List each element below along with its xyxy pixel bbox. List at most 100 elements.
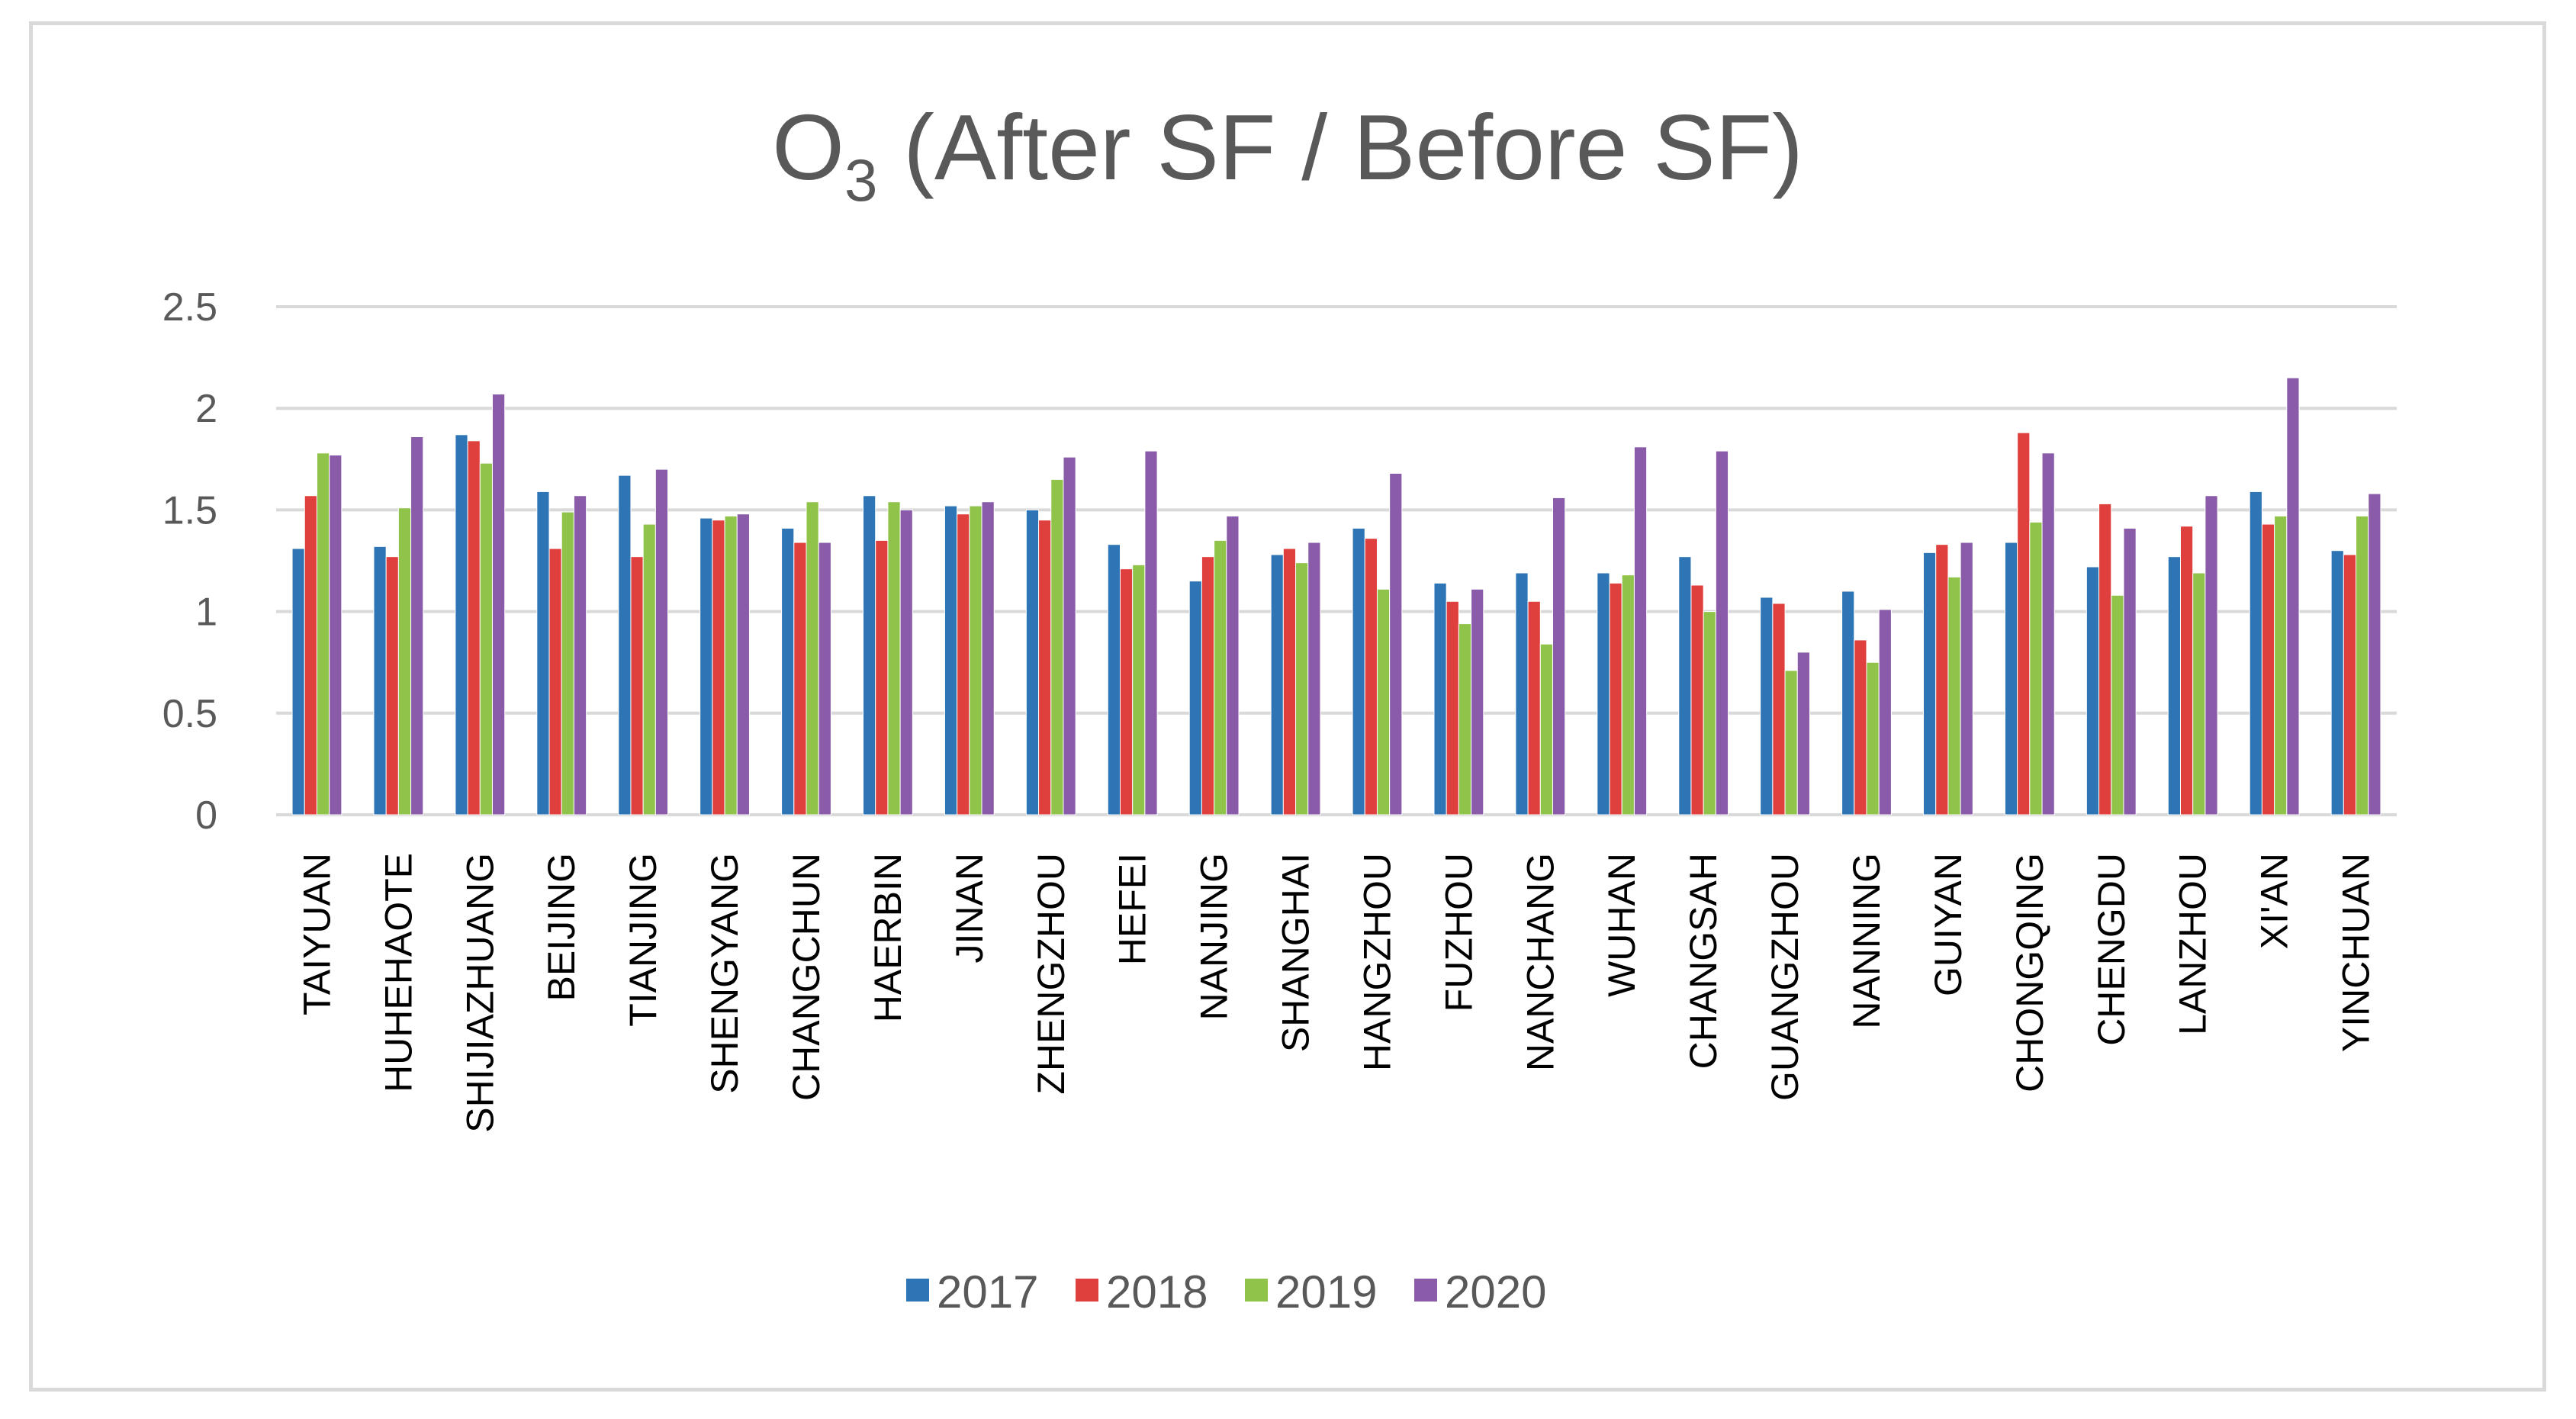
legend-label-2017: 2017 — [937, 1266, 1038, 1318]
x-category-label: XI'AN — [2253, 853, 2296, 949]
bar-2018-chongqing — [2017, 432, 2031, 816]
x-category-label: LANZHOU — [2172, 853, 2214, 1035]
x-axis-categories: TAIYUAN HUHEHAOTE SHIJIAZHUANG BEIJING TIANJ… — [295, 853, 2377, 1133]
bar-2018-shijiazhuang — [467, 440, 481, 816]
legend-label-2018: 2018 — [1106, 1266, 1208, 1318]
bar-2020-nanjing — [1226, 515, 1240, 816]
bar-2017-shijiazhuang — [455, 434, 468, 816]
bar-2017-jinan — [944, 505, 958, 816]
bar-2018-huhehaote — [385, 556, 399, 816]
legend-swatch-2018 — [1076, 1279, 1098, 1302]
bar-2019-shanghai — [1295, 562, 1309, 816]
bar-2017-chengdu — [2086, 566, 2100, 816]
bar-2017-fuzhou — [1433, 582, 1447, 816]
bar-2019-nanjing — [1214, 539, 1227, 816]
x-category-label: SHENGYANG — [703, 853, 746, 1094]
bar-2018-taiyuan — [304, 495, 317, 816]
bar-2020-lanzhou — [2205, 495, 2218, 816]
bar-2020-chongqing — [2041, 452, 2055, 816]
x-category-label: TIANJING — [622, 853, 664, 1027]
bar-2017-zhengzhou — [1025, 509, 1040, 816]
x-category-label: GUANGZHOU — [1764, 853, 1806, 1101]
bar-2019-haerbin — [887, 501, 901, 816]
bar-2019-chengdu — [2111, 594, 2124, 816]
bar-2018-hefei — [1119, 568, 1134, 816]
x-category-label: NANJING — [1193, 853, 1236, 1020]
x-category-label: YINCHUAN — [2335, 853, 2378, 1052]
bar-2020-fuzhou — [1471, 588, 1484, 816]
bar-2020-changsah — [1715, 450, 1729, 816]
bar-2017-guiyan — [1923, 552, 1937, 816]
bar-2017-changchun — [781, 527, 795, 816]
bar-2017-taiyuan — [291, 548, 305, 816]
bar-2017-lanzhou — [2167, 556, 2181, 816]
bar-2018-guiyan — [1935, 544, 1949, 816]
bar-2018-guangzhou — [1772, 603, 1786, 816]
bar-2019-zhengzhou — [1050, 478, 1064, 816]
x-category-label: HAERBIN — [867, 853, 909, 1022]
bar-2018-beijing — [548, 548, 562, 816]
bar-2019-nanchang — [1539, 643, 1554, 816]
bar-2020-huhehaote — [410, 436, 424, 816]
bar-2020-hefei — [1144, 450, 1158, 816]
bar-2018-lanzhou — [2179, 526, 2194, 816]
bar-2018-shanghai — [1282, 548, 1297, 816]
bar-2017-hangzhou — [1352, 527, 1365, 816]
chart-title-main: O — [772, 95, 844, 199]
x-category-label: JINAN — [948, 853, 991, 963]
x-category-label: GUIYAN — [1927, 853, 1970, 996]
x-category-label: FUZHOU — [1437, 853, 1480, 1012]
bar-2018-nanchang — [1527, 600, 1541, 816]
bar-2017-shengyang — [699, 517, 713, 816]
bar-2019-beijing — [561, 511, 574, 816]
bar-2018-nanning — [1854, 639, 1867, 816]
bar-2017-changsah — [1678, 556, 1692, 816]
y-tick-label: 2 — [195, 387, 217, 431]
bar-2019-taiyuan — [316, 452, 330, 816]
bar-2019-shijiazhuang — [479, 462, 494, 816]
x-category-label: TAIYUAN — [295, 853, 338, 1015]
y-axis-ticks: 0 0.5 1 1.5 2 2.5 — [162, 285, 217, 838]
x-category-label: CHONGQING — [2008, 853, 2051, 1092]
bar-2017-haerbin — [863, 495, 876, 816]
bar-2018-zhengzhou — [1038, 520, 1052, 816]
bar-2020-nanning — [1878, 609, 1892, 816]
bar-2019-huhehaote — [397, 507, 412, 816]
y-tick-label: 0 — [195, 793, 217, 838]
bar-2020-wuhan — [1633, 446, 1648, 816]
y-tick-label: 0.5 — [162, 692, 217, 736]
bar-2019-guangzhou — [1784, 670, 1798, 816]
bar-2019-fuzhou — [1458, 623, 1472, 816]
bar-2020-taiyuan — [329, 454, 343, 816]
bar-2018-tianjing — [630, 556, 644, 816]
x-category-label: ZHENGZHOU — [1030, 853, 1073, 1095]
x-category-label: CHENGDU — [2090, 853, 2133, 1046]
legend-label-2019: 2019 — [1275, 1266, 1377, 1318]
bar-2020-shanghai — [1307, 542, 1321, 816]
x-category-label: SHANGHAI — [1275, 853, 1317, 1052]
bar-2017-shanghai — [1270, 554, 1284, 816]
bar-2020-xi-an — [2286, 377, 2300, 816]
chart-title-subscript: 3 — [844, 146, 877, 214]
bar-2018-jinan — [957, 513, 970, 816]
bar-2020-haerbin — [899, 509, 913, 816]
bar-2017-wuhan — [1597, 572, 1610, 816]
bar-2019-guiyan — [1947, 576, 1961, 816]
bar-2019-wuhan — [1621, 574, 1635, 816]
bar-2019-lanzhou — [2192, 572, 2206, 816]
bar-2020-yinchuan — [2368, 493, 2381, 816]
bar-2018-nanjing — [1201, 556, 1215, 816]
bar-2020-nanchang — [1552, 497, 1566, 816]
bar-2017-chongqing — [2004, 542, 2018, 816]
chart-title: O3 (After SF / Before SF) — [772, 95, 1803, 214]
x-category-label: BEIJING — [540, 853, 583, 1001]
y-tick-label: 2.5 — [162, 285, 217, 330]
x-category-label: SHIJIAZHUANG — [458, 853, 501, 1133]
x-category-label: NANNING — [1845, 853, 1888, 1029]
bar-2020-shengyang — [736, 513, 750, 816]
bars — [291, 377, 2381, 816]
bar-2017-guangzhou — [1760, 597, 1774, 816]
x-category-label: CHANGSAH — [1682, 853, 1725, 1069]
bar-2018-changchun — [793, 542, 807, 816]
